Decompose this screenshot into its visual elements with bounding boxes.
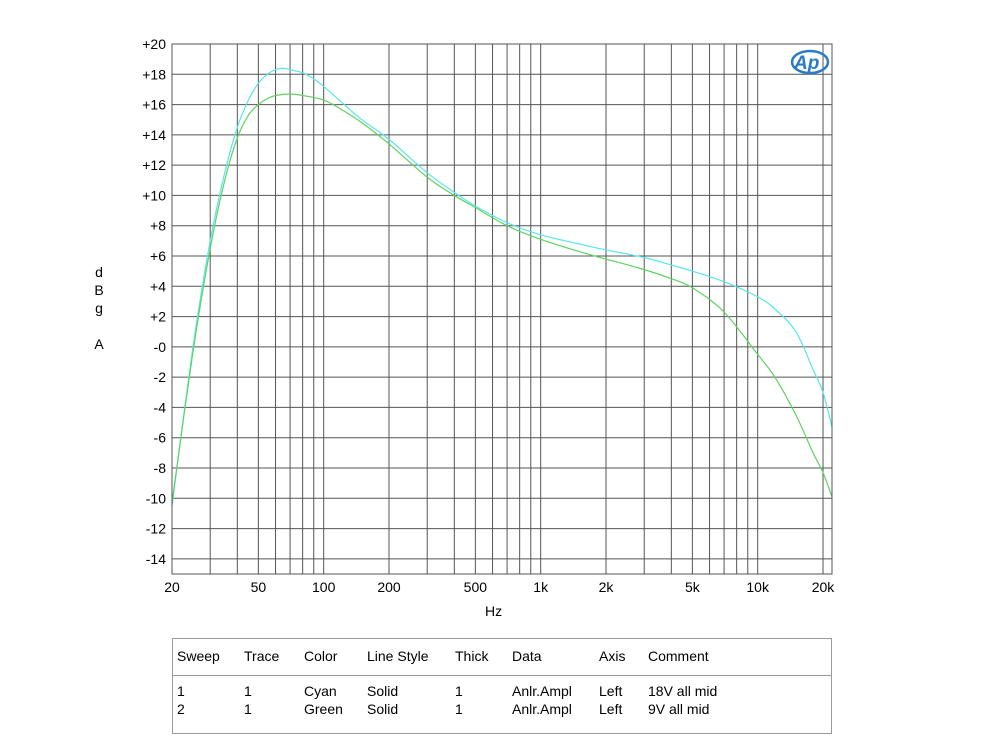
x-tick-label: 50 [251,579,267,595]
x-tick-label: 500 [464,579,488,595]
y-axis-label-letter: d [95,264,103,280]
y-tick-label: +4 [150,278,166,294]
x-tick-label: 5k [685,579,701,595]
legend-cell: Left [599,701,623,717]
y-tick-label: -10 [146,490,166,506]
legend-header-cell: Color [304,648,338,664]
y-tick-label: +2 [150,309,166,325]
y-tick-label: +20 [142,36,166,52]
y-tick-labels: +20 +18 +16 +14 +12 +10 +8 +6 +4 +2 -0 -2 -4 -6 -8 -10 -… [142,36,166,567]
x-tick-label: 1k [533,579,549,595]
x-tick-label: 10k [746,579,770,595]
y-tick-label: +10 [142,187,166,203]
x-tick-labels: 20 50 100 200 500 1k 2k 5k 10k 20k [164,579,835,595]
legend-header-cell: Sweep [177,648,220,664]
legend-cell: Anlr.Ampl [512,683,572,699]
legend-cell: Solid [367,701,399,717]
y-tick-label: +12 [142,157,166,173]
svg-text:Ap: Ap [793,53,819,74]
legend-header-cell: Trace [244,648,280,664]
x-tick-label: 100 [312,579,336,595]
y-tick-label: -12 [146,521,166,537]
legend-cell: 18V all mid [648,683,718,699]
plot-frame [171,43,833,575]
legend-cell: Anlr.Ampl [512,701,572,717]
y-axis-label-letter: g [95,300,103,316]
legend-cell: Left [599,683,623,699]
y-tick-label: +6 [150,248,166,264]
legend-cell: 1 [455,683,463,699]
legend-cell: 1 [244,683,252,699]
legend-cell: 1 [244,701,252,717]
y-tick-label: -4 [154,399,167,415]
y-axis-label-letter: A [94,336,104,352]
y-tick-label: +14 [142,127,166,143]
y-tick-label: +8 [150,218,166,234]
legend-header-row: Sweep Trace Color Line Style Thick Data Axis Co… [173,639,831,676]
series-lines [171,67,833,506]
x-tick-label: 20 [164,579,180,595]
series-line-2 [171,93,833,503]
legend-header-cell: Axis [599,648,626,664]
legend-table: Sweep Trace Color Line Style Thick Data Axis Co… [172,638,832,734]
grid [171,43,832,574]
y-tick-label: -6 [154,430,167,446]
y-axis-label-letter: B [94,282,104,298]
legend-cell: Solid [367,683,399,699]
legend-cell: 1 [455,701,463,717]
y-tick-label: +18 [142,66,166,82]
y-tick-label: +16 [142,97,166,113]
y-tick-label: -8 [154,460,167,476]
series-line-1 [171,67,833,506]
x-axis-label: Hz [485,603,503,619]
legend-cell: Green [304,701,343,717]
legend-cell: Cyan [304,683,337,699]
legend-cell: 1 [177,683,185,699]
legend-header-cell: Data [512,648,542,664]
legend-header-cell: Comment [648,648,709,664]
ap-logo: Ap [786,48,830,76]
y-tick-label: -14 [146,551,166,567]
legend-header-cell: Thick [455,648,489,664]
y-tick-label: -2 [154,369,167,385]
legend-cell: 9V all mid [648,701,710,717]
y-tick-label: -0 [154,339,167,355]
x-tick-label: 20k [812,579,836,595]
x-tick-label: 200 [377,579,401,595]
legend-header-cell: Line Style [367,648,429,664]
legend-cell: 2 [177,701,185,717]
x-tick-label: 2k [599,579,615,595]
